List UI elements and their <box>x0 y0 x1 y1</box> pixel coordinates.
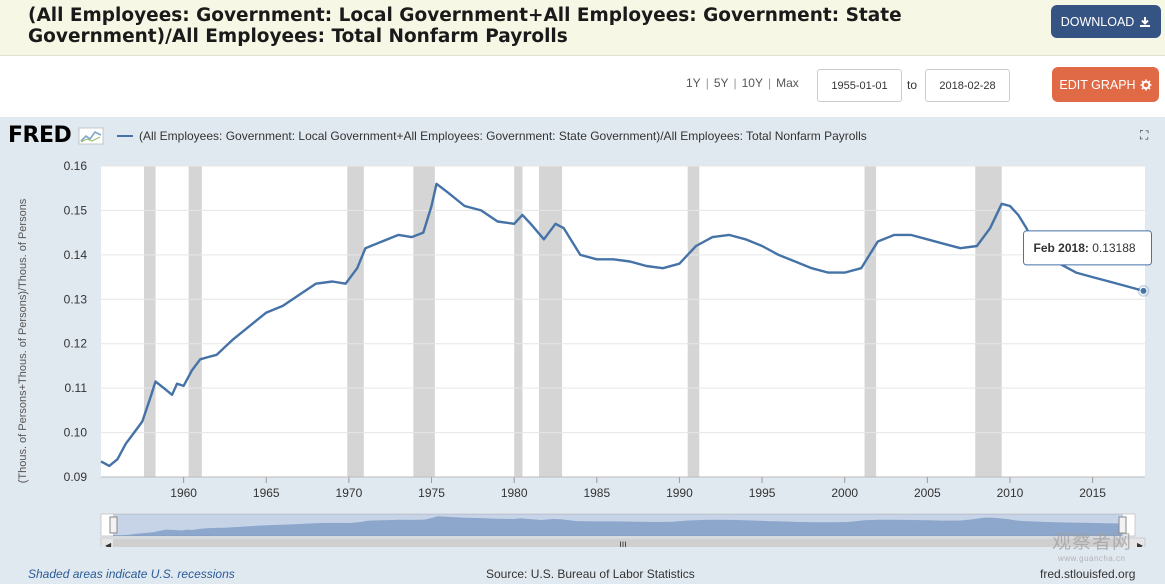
page-title: (All Employees: Government: Local Govern… <box>28 5 902 47</box>
recession-band <box>143 166 156 477</box>
y-tick-label: 0.15 <box>64 203 88 217</box>
range-separator: | <box>733 76 737 90</box>
start-date-input[interactable]: 1955-01-01 <box>817 69 902 102</box>
download-button[interactable]: DOWNLOAD <box>1051 5 1161 38</box>
recession-band <box>188 166 202 477</box>
recession-band <box>687 166 700 477</box>
recession-note[interactable]: Shaded areas indicate U.S. recessions <box>28 567 235 581</box>
y-tick-label: 0.16 <box>64 159 88 173</box>
range-separator: | <box>705 76 709 90</box>
tooltip-date: Feb 2018: <box>1034 241 1093 255</box>
chart-logo-icon <box>79 127 104 145</box>
navigator-series <box>113 516 1122 536</box>
navigator-handle-left <box>109 516 118 534</box>
fred-logo-text: FRED <box>8 123 72 148</box>
download-icon <box>1140 16 1151 27</box>
range-links: 1Y | 5Y | 10Y | Max <box>686 76 799 90</box>
fullscreen-icon[interactable]: ⛶ <box>1140 128 1149 142</box>
scroll-right-arrow-icon: ▶ <box>1137 541 1144 547</box>
scroll-left-arrow-icon: ◀ <box>105 541 112 547</box>
to-label: to <box>907 78 918 92</box>
watermark: 观察者网 www.guancha.cn <box>1052 527 1132 563</box>
navigator-scroll-thumb <box>113 539 1123 547</box>
tooltip-text: Feb 2018: 0.13188 <box>1034 241 1136 255</box>
date-controls: 1Y | 5Y | 10Y | Max 1955-01-01 to 2018-0… <box>0 57 1165 115</box>
site-link[interactable]: fred.stlouisfed.org <box>1040 567 1136 581</box>
edit-graph-label: EDIT GRAPH <box>1059 77 1136 92</box>
y-tick-label: 0.10 <box>64 426 88 440</box>
y-tick-label: 0.14 <box>64 248 88 262</box>
navigator-handle-right <box>1118 516 1127 534</box>
recession-band <box>514 166 523 477</box>
x-tick-label: 2000 <box>831 486 858 500</box>
range-link-max[interactable]: Max <box>776 76 799 90</box>
x-tick-label: 2015 <box>1079 486 1106 500</box>
chart-panel: FRED (All Employees: Government: Local G… <box>0 117 1165 584</box>
edit-graph-button[interactable]: EDIT GRAPH <box>1052 67 1159 102</box>
recession-band <box>975 166 1002 477</box>
recession-band <box>538 166 563 477</box>
watermark-text: 观察者网 <box>1052 531 1133 553</box>
legend-swatch <box>117 135 133 137</box>
navigator-scroll-grip: III <box>619 540 627 547</box>
hover-point <box>1139 286 1148 295</box>
chart-legend: (All Employees: Government: Local Govern… <box>117 129 867 143</box>
x-tick-label: 1970 <box>336 486 363 500</box>
source-note: Source: U.S. Bureau of Labor Statistics <box>486 567 695 581</box>
x-tick-label: 1965 <box>253 486 280 500</box>
y-axis-label: (Thous. of Persons+Thous. of Persons)/Th… <box>17 198 29 483</box>
recession-band <box>347 166 364 477</box>
chart-svg: 0.09 0.10 0.11 0.12 0.13 0.14 0.15 0.16 1960 196… <box>17 159 1153 547</box>
end-date-input[interactable]: 2018-02-28 <box>925 69 1010 102</box>
download-label: DOWNLOAD <box>1060 14 1135 29</box>
tooltip-value: 0.13188 <box>1092 241 1136 255</box>
x-tick-label: 1975 <box>418 486 445 500</box>
range-link-1y[interactable]: 1Y <box>686 76 701 90</box>
x-tick-label: 2005 <box>914 486 941 500</box>
x-tick-label: 1995 <box>749 486 776 500</box>
y-tick-label: 0.09 <box>64 470 88 484</box>
series-line <box>100 182 1144 468</box>
x-tick-label: 1960 <box>170 486 197 500</box>
gear-icon <box>1140 79 1152 90</box>
x-tick-label: 1990 <box>666 486 693 500</box>
x-tick-label: 2010 <box>997 486 1024 500</box>
range-link-10y[interactable]: 10Y <box>741 76 763 90</box>
x-tick-label: 1985 <box>583 486 610 500</box>
fred-logo: FRED <box>8 123 104 148</box>
title-bar: (All Employees: Government: Local Govern… <box>0 0 1165 56</box>
y-tick-label: 0.13 <box>64 292 88 306</box>
watermark-sub: www.guancha.cn <box>1058 554 1126 563</box>
range-separator: | <box>767 76 772 90</box>
y-tick-label: 0.11 <box>65 381 88 395</box>
range-link-5y[interactable]: 5Y <box>713 76 729 90</box>
recession-band <box>864 166 877 477</box>
x-tick-label: 1980 <box>501 486 528 500</box>
recession-band <box>413 166 435 477</box>
y-tick-label: 0.12 <box>64 337 88 351</box>
plot-area <box>101 166 1145 477</box>
tooltip-box <box>1023 230 1153 266</box>
legend-label: (All Employees: Government: Local Govern… <box>139 129 867 143</box>
